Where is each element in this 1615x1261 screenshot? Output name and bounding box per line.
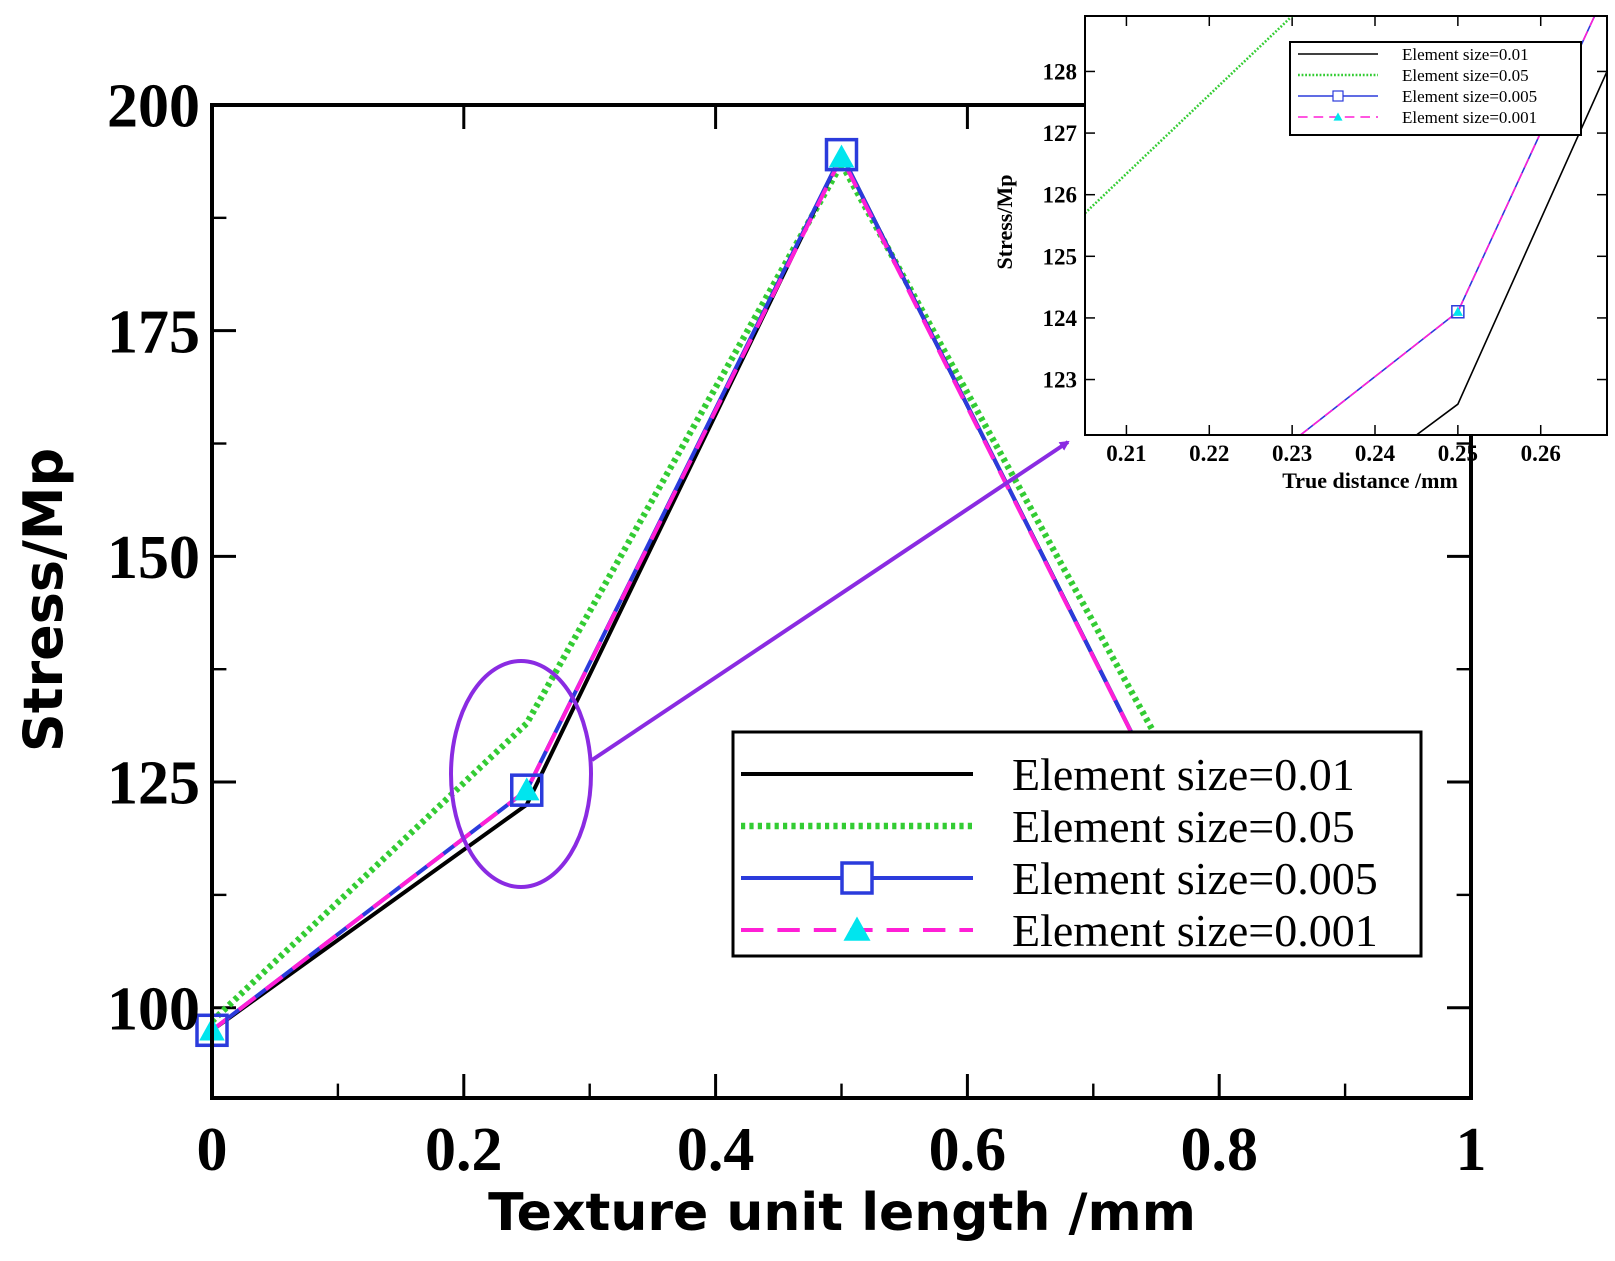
main-y-tick-label: 175 (107, 298, 200, 366)
inset-x-tick-label: 0.26 (1521, 441, 1561, 466)
zoom-arrow (590, 440, 1070, 762)
inset-y-tick-label: 124 (1043, 306, 1078, 331)
inset-series-line-0 (1415, 71, 1607, 435)
main-series-line-3 (212, 152, 1159, 1032)
main-marker-square (510, 773, 544, 807)
inset-y-tick-labels: 123 124 125 126 127 128 (1043, 60, 1078, 393)
main-legend-label: Element size=0.05 (1012, 801, 1355, 852)
inset-legend-label: Element size=0.01 (1402, 45, 1529, 64)
inset-x-tick-label: 0.22 (1189, 441, 1229, 466)
main-x-tick-label: 0 (197, 1116, 228, 1184)
inset-y-tick-label: 125 (1043, 244, 1078, 269)
inset-x-tick-label: 0.21 (1106, 441, 1146, 466)
main-x-tick-label: 0.4 (677, 1116, 755, 1184)
main-y-tick-label: 200 (107, 73, 200, 141)
inset-x-axis-title: True distance /mm (1282, 468, 1458, 493)
main-x-tick-label: 1 (1456, 1116, 1487, 1184)
inset-legend-swatch-square (1332, 90, 1344, 102)
inset-y-tick-label: 123 (1043, 368, 1078, 393)
main-marker-triangle (514, 777, 540, 801)
inset-x-tick-label: 0.25 (1438, 441, 1478, 466)
main-legend-label: Element size=0.005 (1012, 853, 1378, 904)
main-legend-label: Element size=0.01 (1012, 749, 1355, 800)
zoom-region-ellipse (449, 659, 593, 889)
inset-x-tick-label: 0.23 (1272, 441, 1312, 466)
inset-marker-triangle (1452, 306, 1463, 316)
main-y-tick-labels: 100 125 150 175 200 (107, 73, 200, 1044)
main-legend-swatch-square (840, 861, 874, 895)
main-x-axis-title: Texture unit length /mm (488, 1183, 1196, 1243)
main-plot-frame (210, 103, 1473, 1100)
inset-legend-label: Element size=0.05 (1402, 66, 1529, 85)
inset-y-tick-label: 128 (1043, 60, 1078, 85)
inset-series-line-3 (1299, 16, 1596, 435)
main-y-tick-label: 100 (107, 975, 200, 1043)
inset-legend: Element size=0.01 Element size=0.05 Elemen… (1289, 41, 1582, 136)
main-x-tick-label: 0.6 (929, 1116, 1007, 1184)
main-x-tick-labels: 0 0.2 0.4 0.6 0.8 1 (197, 1116, 1487, 1184)
inset-legend-label: Element size=0.001 (1402, 108, 1537, 127)
main-legend-swatch-triangle (843, 916, 871, 941)
main-y-axis-title: Stress/Mp (12, 448, 75, 752)
main-marker-triangle (828, 144, 855, 168)
inset-x-tick-labels: 0.21 0.22 0.23 0.24 0.25 0.26 (1106, 441, 1561, 466)
inset-markers-group (1451, 305, 1465, 319)
main-legend-box (731, 730, 1423, 958)
inset-y-axis-title: Stress/Mp (992, 175, 1017, 270)
main-x-tick-label: 0.2 (425, 1116, 503, 1184)
main-y-tick-label: 150 (107, 524, 200, 592)
main-marker-square (824, 137, 859, 172)
inset-series-line-1 (1085, 16, 1294, 215)
inset-legend-swatch-triangle (1333, 112, 1343, 121)
main-x-tick-label: 0.8 (1180, 1116, 1258, 1184)
inset-y-tick-label: 127 (1043, 121, 1078, 146)
main-series-group (212, 150, 1160, 1032)
main-y-tick-label: 125 (107, 750, 200, 818)
inset-y-tick-label: 126 (1043, 183, 1078, 208)
inset-x-tick-label: 0.24 (1355, 441, 1396, 466)
inset-legend-label: Element size=0.005 (1402, 87, 1537, 106)
main-legend-label: Element size=0.001 (1012, 905, 1378, 956)
inset-plot-frame (1084, 15, 1608, 436)
inset-marker-square (1451, 305, 1465, 319)
